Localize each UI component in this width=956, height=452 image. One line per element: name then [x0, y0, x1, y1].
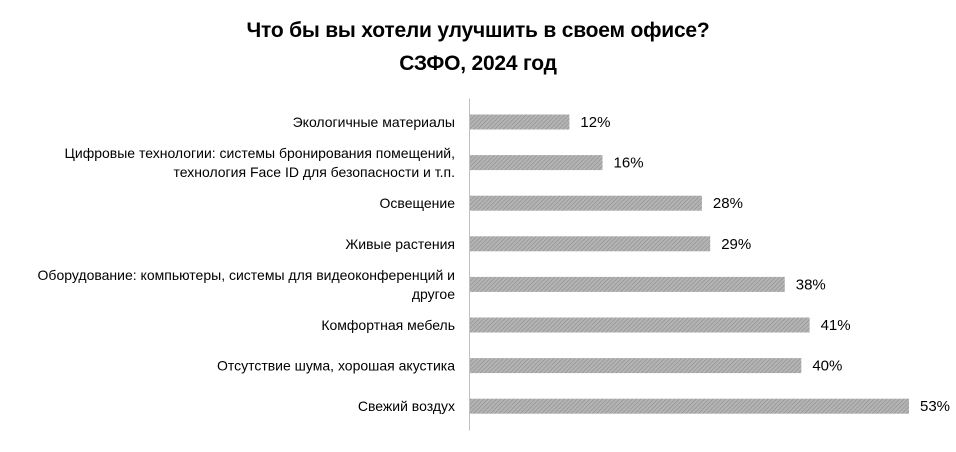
bar — [470, 114, 570, 130]
data-label: 16% — [614, 155, 644, 172]
bar — [470, 195, 702, 211]
bar — [470, 236, 711, 252]
bar — [470, 358, 802, 374]
category-label: Живые растения — [345, 236, 455, 252]
bar — [470, 398, 909, 414]
data-label: 41% — [821, 317, 851, 334]
category-label: Оборудование: компьютеры, системы для ви… — [38, 267, 456, 302]
category-label: Отсутствие шума, хорошая акустика — [217, 358, 455, 374]
bar — [470, 317, 810, 333]
chart-title: Что бы вы хотели улучшить в своем офисе? — [246, 19, 710, 42]
category-label: Цифровые технологии: системы бронировани… — [65, 145, 455, 180]
category-label: Освещение — [380, 195, 456, 211]
category-label: Свежий воздух — [358, 398, 455, 414]
category-label: Экологичные материалы — [293, 114, 455, 130]
data-label: 29% — [721, 236, 751, 253]
data-label: 38% — [796, 276, 826, 293]
data-label: 53% — [920, 398, 950, 415]
chart-subtitle: СЗФО, 2024 год — [399, 52, 557, 75]
data-label: 12% — [580, 114, 610, 131]
bar — [470, 155, 603, 171]
category-label: Комфортная мебель — [321, 317, 455, 333]
data-label: 40% — [812, 358, 842, 375]
data-label: 28% — [713, 195, 743, 212]
bar — [470, 276, 785, 292]
